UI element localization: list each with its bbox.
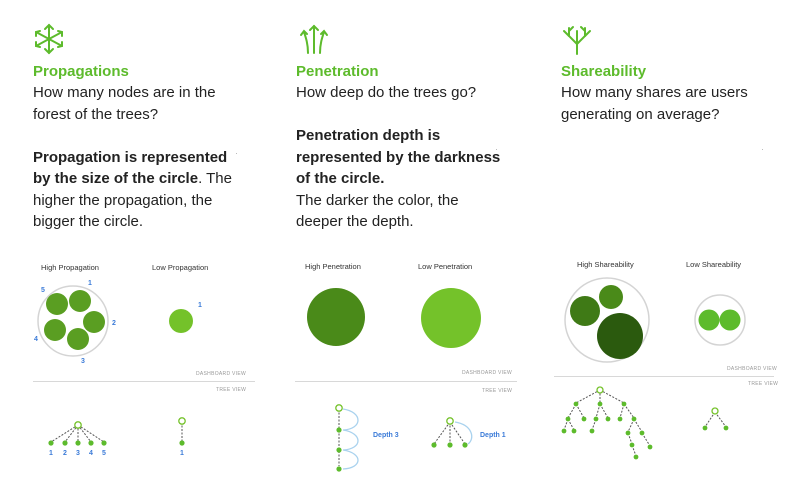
high-propagation-label: High Propagation	[41, 263, 99, 272]
section-title: Shareability	[561, 63, 647, 80]
low-propagation-bubble	[169, 309, 193, 333]
low-penetration-tree	[431, 417, 473, 448]
tree-number: 2	[63, 450, 67, 457]
branching-tree-icon	[563, 26, 591, 55]
node-number: 2	[112, 320, 116, 327]
tree-view-label: TREE VIEW	[482, 388, 513, 394]
section-question: How many shares are users generating on …	[561, 84, 748, 123]
dashboard-view-label: DASHBOARD VIEW	[462, 370, 513, 376]
low-shareability-bubble	[694, 294, 746, 346]
section-detail: The darker the color, the deeper the dep…	[296, 191, 459, 231]
tree-view-label: TREE VIEW	[748, 381, 779, 387]
section-title: Propagations	[33, 63, 129, 80]
tree-view-label: TREE VIEW	[216, 387, 247, 393]
high-penetration-label: High Penetration	[305, 262, 361, 271]
view-divider	[554, 376, 774, 377]
radial-arrows-icon	[35, 23, 63, 55]
dashboard-view-label: DASHBOARD VIEW	[727, 366, 778, 372]
section-detail: . The higher the propagation, the bigger…	[33, 170, 232, 230]
low-propagation-tree	[178, 417, 186, 446]
high-shareability-bubble	[564, 277, 650, 363]
propagations-section: Propagations How many nodes are in the f…	[0, 0, 265, 499]
node-number: 3	[81, 358, 85, 365]
section-emphasis: Propagation is represented by the size o…	[33, 148, 228, 188]
section-question: How deep do the trees go?	[296, 84, 477, 101]
tree-number: 1	[49, 450, 53, 457]
node-number: 1	[88, 280, 92, 287]
shareability-section: Shareability How many shares are users g…	[530, 0, 800, 499]
high-shareability-tree	[561, 386, 653, 460]
low-penetration-bubble	[421, 288, 481, 348]
tree-number: 4	[89, 450, 93, 457]
high-shareability-label: High Shareability	[577, 260, 634, 269]
section-question: How many nodes are in the forest of the …	[33, 84, 216, 123]
low-penetration-label: Low Penetration	[418, 262, 473, 271]
depth-high-label: Depth 3	[373, 432, 399, 439]
section-title: Penetration	[296, 63, 379, 80]
view-divider	[295, 381, 517, 382]
penetration-section: Penetration How deep do the trees go? Pe…	[265, 0, 530, 499]
node-number: 4	[34, 336, 38, 343]
high-penetration-bubble	[307, 288, 365, 346]
high-penetration-tree	[335, 404, 359, 472]
low-shareability-label: Low Shareability	[686, 260, 742, 269]
upward-arrows-icon	[300, 24, 328, 54]
dashboard-view-label: DASHBOARD VIEW	[196, 371, 247, 377]
section-description: How deep do the trees go? Penetration de…	[296, 82, 506, 233]
tree-number: 5	[102, 450, 106, 457]
depth-low-label: Depth 1	[480, 432, 506, 439]
section-description: How many shares are users generating on …	[561, 82, 771, 125]
tree-number: 1	[180, 450, 184, 457]
section-emphasis: Penetration depth is represented by the …	[296, 127, 501, 187]
high-propagation-tree	[48, 421, 107, 446]
high-propagation-bubble	[37, 285, 109, 357]
section-description: How many nodes are in the forest of the …	[33, 82, 243, 233]
view-divider	[33, 381, 255, 382]
node-number: 1	[198, 302, 202, 309]
node-number: 5	[41, 287, 45, 294]
low-propagation-label: Low Propagation	[152, 263, 209, 272]
low-shareability-tree	[702, 407, 729, 431]
tree-number: 3	[76, 450, 80, 457]
